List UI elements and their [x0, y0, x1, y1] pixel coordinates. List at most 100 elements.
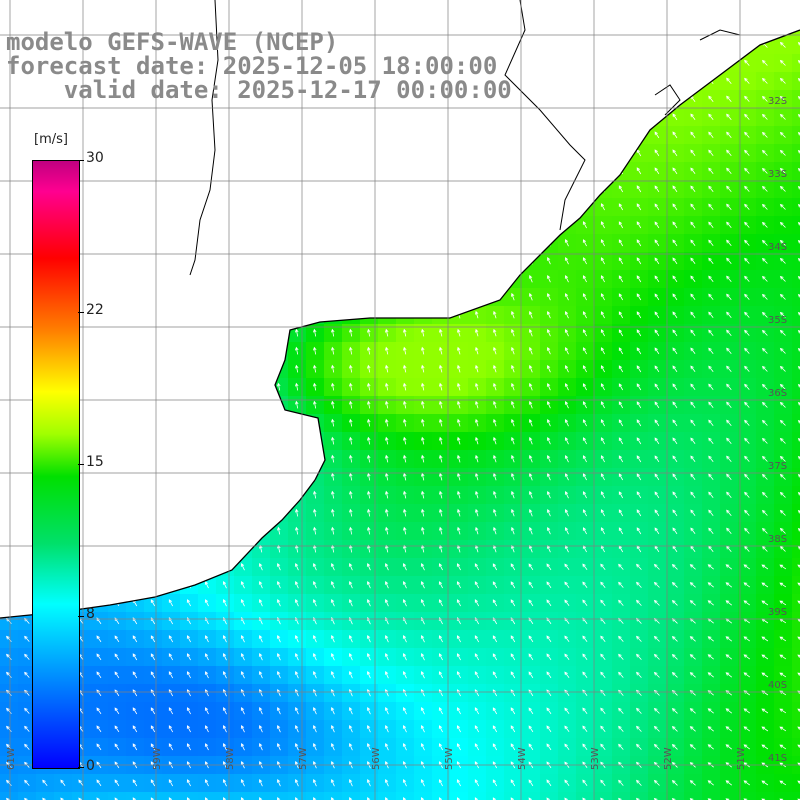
- wind-arrow: [582, 257, 587, 265]
- wind-arrow: [654, 473, 660, 481]
- wind-arrow: [330, 563, 335, 571]
- wind-arrow: [186, 635, 191, 643]
- wind-arrow: [779, 708, 787, 714]
- wind-arrow: [492, 581, 498, 589]
- wind-arrow: [636, 527, 642, 535]
- wind-arrow: [510, 743, 516, 751]
- wind-arrow: [725, 600, 733, 606]
- speed-cell: [72, 792, 91, 800]
- wind-arrow: [24, 671, 30, 678]
- wind-arrow: [168, 653, 174, 661]
- wind-arrow: [762, 329, 768, 336]
- wind-arrow: [348, 743, 353, 751]
- wind-arrow: [385, 400, 389, 409]
- wind-arrow: [779, 419, 786, 426]
- wind-arrow: [779, 401, 786, 408]
- wind-arrow: [618, 347, 624, 355]
- speed-cell: [792, 486, 800, 505]
- wind-arrow: [779, 654, 787, 660]
- wind-arrow: [457, 328, 461, 337]
- wind-arrow: [725, 672, 733, 678]
- wind-arrow: [439, 472, 443, 481]
- river-plate-estuary: [185, 270, 320, 322]
- wind-arrow: [510, 653, 516, 661]
- wind-arrow: [385, 508, 389, 517]
- wind-arrow: [546, 455, 551, 463]
- wind-arrow: [457, 364, 461, 373]
- wind-arrow: [726, 329, 732, 336]
- colorbar: [32, 160, 80, 769]
- wind-arrow: [653, 563, 660, 570]
- wind-arrow: [457, 526, 461, 535]
- wind-arrow: [367, 328, 371, 337]
- wind-arrow: [690, 221, 696, 229]
- wind-arrow: [600, 239, 605, 247]
- speed-cell: [468, 792, 487, 800]
- wind-arrow: [725, 564, 733, 570]
- wind-arrow: [726, 185, 732, 192]
- wind-arrow: [438, 599, 443, 607]
- wind-arrow: [222, 707, 227, 715]
- wind-arrow: [331, 490, 335, 499]
- wind-arrow: [636, 707, 642, 714]
- wind-arrow: [493, 472, 497, 481]
- wind-arrow: [690, 149, 696, 157]
- wind-arrow: [797, 186, 800, 190]
- wind-arrow: [636, 293, 642, 301]
- speed-cell: [270, 792, 289, 800]
- wind-arrow: [762, 311, 768, 318]
- lon-label: 53W: [590, 747, 601, 770]
- wind-arrow: [546, 437, 551, 445]
- wind-arrow: [438, 743, 443, 751]
- wind-arrow: [564, 275, 569, 283]
- wind-arrow: [403, 400, 407, 409]
- wind-arrow: [132, 725, 138, 733]
- wind-arrow: [582, 743, 588, 751]
- colorbar-tickmark: [78, 160, 84, 161]
- wind-arrow: [779, 329, 786, 336]
- wind-arrow: [222, 725, 227, 733]
- wind-arrow: [744, 401, 750, 408]
- wind-arrow: [618, 203, 624, 211]
- wind-arrow: [528, 599, 534, 607]
- wind-arrow: [636, 491, 642, 499]
- wind-arrow: [654, 149, 660, 157]
- wind-arrow: [294, 581, 299, 589]
- speed-cell: [792, 36, 800, 55]
- wind-arrow: [313, 382, 317, 391]
- wind-arrow: [797, 654, 800, 658]
- wind-arrow: [636, 419, 642, 427]
- wind-arrow: [24, 635, 30, 642]
- wind-arrow: [600, 311, 605, 319]
- wind-arrow: [708, 311, 714, 318]
- wind-arrow: [689, 708, 696, 714]
- wind-arrow: [258, 743, 263, 751]
- wind-arrow: [654, 509, 660, 517]
- wind-arrow: [492, 779, 498, 787]
- wind-arrow: [510, 599, 516, 607]
- wind-arrow: [779, 545, 786, 552]
- wind-arrow: [600, 329, 605, 337]
- wind-arrow: [797, 420, 800, 424]
- wind-arrow: [348, 725, 353, 733]
- wind-arrow: [258, 635, 263, 643]
- wind-arrow: [475, 472, 479, 481]
- wind-arrow: [420, 653, 425, 661]
- wind-arrow: [743, 582, 751, 588]
- speed-cell: [792, 306, 800, 325]
- wind-arrow: [708, 275, 714, 282]
- speed-cell: [792, 468, 800, 487]
- speed-cell: [162, 792, 181, 800]
- speed-cell: [792, 720, 800, 739]
- wind-arrow: [421, 508, 425, 517]
- wind-arrow: [474, 671, 480, 679]
- wind-arrow: [779, 491, 786, 498]
- wind-arrow: [726, 347, 732, 354]
- wind-arrow: [546, 671, 552, 679]
- wind-arrow: [690, 203, 696, 211]
- wind-arrow: [707, 726, 714, 732]
- wind-arrow: [475, 436, 479, 445]
- wind-arrow: [600, 401, 605, 409]
- wind-arrow: [457, 490, 461, 499]
- wind-arrow: [761, 708, 769, 714]
